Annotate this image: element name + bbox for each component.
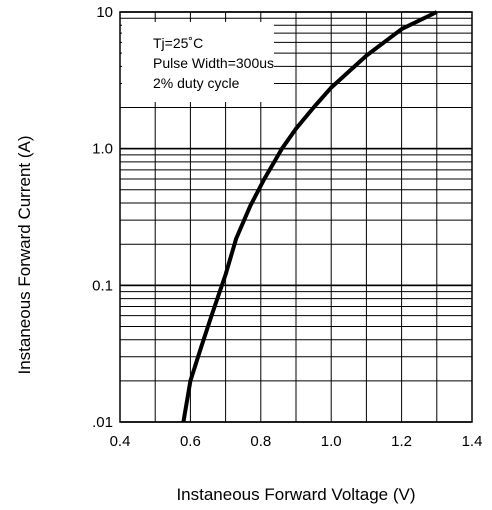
y-tick-label: 1.0 bbox=[92, 141, 113, 158]
x-axis-label: Instaneous Forward Voltage (V) bbox=[176, 485, 415, 504]
x-tick-label: 0.8 bbox=[250, 433, 271, 450]
forward-current-curve bbox=[181, 10, 438, 423]
x-tick-labels: 0.4 0.6 0.8 1.0 1.2 1.4 bbox=[110, 433, 483, 450]
annotation-line: Pulse Width=300us bbox=[153, 55, 274, 71]
y-axis-label: Instaneous Forward Current (A) bbox=[15, 135, 34, 374]
grid bbox=[120, 11, 472, 423]
y-tick-labels: .01 0.1 1.0 10 bbox=[92, 4, 113, 431]
y-tick-label: 0.1 bbox=[92, 277, 113, 294]
x-tick-label: 1.2 bbox=[391, 433, 412, 450]
annotations: Tj=25˚C Pulse Width=300us 2% duty cycle bbox=[153, 35, 274, 91]
x-tick-label: 0.6 bbox=[180, 433, 201, 450]
annotation-line: Tj=25˚C bbox=[153, 35, 203, 51]
y-tick-label: .01 bbox=[92, 414, 113, 431]
annotation-box bbox=[122, 22, 274, 102]
x-tick-label: 0.4 bbox=[110, 433, 131, 450]
x-tick-label: 1.0 bbox=[321, 433, 342, 450]
x-tick-label: 1.4 bbox=[462, 433, 483, 450]
curve-layer bbox=[181, 10, 438, 423]
annotation-line: 2% duty cycle bbox=[153, 75, 240, 91]
plot-frame bbox=[119, 11, 473, 423]
y-tick-label: 10 bbox=[96, 4, 113, 21]
